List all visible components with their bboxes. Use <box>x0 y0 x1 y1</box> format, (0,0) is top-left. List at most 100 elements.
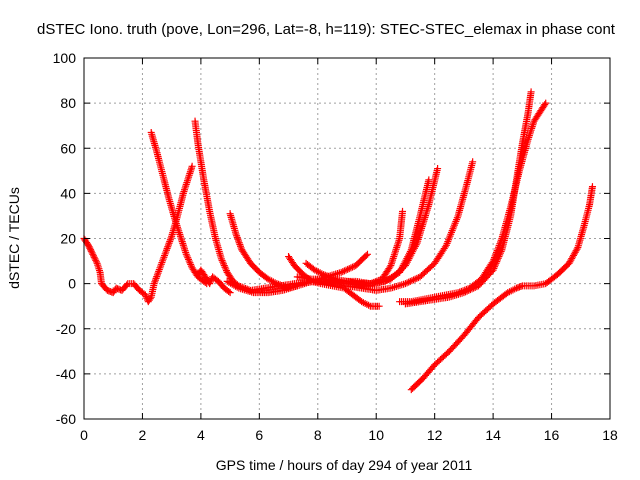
data-point <box>494 254 502 262</box>
data-point <box>406 277 414 285</box>
x-axis-label: GPS time / hours of day 294 of year 2011 <box>216 457 473 473</box>
data-point <box>206 278 214 286</box>
y-tick-label: -60 <box>56 411 76 427</box>
x-tick-label: 18 <box>602 427 618 443</box>
data-point <box>460 289 468 297</box>
data-point <box>470 284 478 292</box>
data-point <box>278 282 286 290</box>
x-tick-label: 10 <box>368 427 384 443</box>
data-point <box>91 255 99 263</box>
y-tick-label: 60 <box>60 140 76 156</box>
y-tick-label: 80 <box>60 95 76 111</box>
series-arc-13 <box>401 88 535 308</box>
data-point <box>217 255 225 263</box>
data-point <box>221 263 229 271</box>
data-point <box>410 276 418 284</box>
data-point <box>496 251 504 259</box>
y-tick-label: 0 <box>68 276 76 292</box>
data-points <box>80 88 596 394</box>
data-point <box>492 259 500 267</box>
data-point <box>273 280 281 288</box>
x-tick-label: 12 <box>427 427 443 443</box>
data-point <box>275 280 283 288</box>
data-point <box>92 256 100 264</box>
data-point <box>88 249 96 257</box>
data-point <box>339 268 347 276</box>
data-point <box>401 280 409 288</box>
chart-title: dSTEC Iono. truth (pove, Lon=296, Lat=-8… <box>37 21 616 38</box>
data-point <box>347 264 355 272</box>
data-point <box>90 253 98 261</box>
data-point <box>408 277 416 285</box>
data-point <box>363 250 371 258</box>
data-point <box>123 281 131 289</box>
data-point <box>490 264 498 272</box>
data-point <box>184 255 192 263</box>
data-point <box>226 289 234 297</box>
data-point <box>206 280 214 288</box>
data-point <box>222 265 230 273</box>
data-point <box>399 207 407 215</box>
y-tick-label: -40 <box>56 366 76 382</box>
data-point <box>345 265 353 273</box>
grid <box>84 58 610 419</box>
data-point <box>405 278 413 286</box>
ticks: 0 2 4 6 8 10 12 14 16 18 -60 -40 -20 0 20 40 60 80 100 <box>53 50 618 443</box>
series-arc-4 <box>194 266 234 297</box>
series-arc-1 <box>80 162 196 306</box>
data-point <box>425 176 433 184</box>
y-tick-label: 100 <box>53 50 77 66</box>
data-point <box>276 281 284 289</box>
data-point <box>188 162 196 170</box>
data-point <box>375 302 383 310</box>
data-point <box>489 266 497 274</box>
data-point <box>340 267 348 275</box>
data-point <box>222 267 230 275</box>
data-point <box>493 256 501 264</box>
data-point <box>434 165 442 173</box>
x-tick-label: 6 <box>255 427 263 443</box>
data-point <box>87 246 95 254</box>
data-point <box>337 268 345 276</box>
x-tick-label: 16 <box>544 427 560 443</box>
data-point <box>85 243 93 251</box>
x-tick-label: 0 <box>80 427 88 443</box>
data-point <box>342 266 350 274</box>
data-point <box>465 286 473 294</box>
data-point <box>344 265 352 273</box>
data-point <box>220 260 228 268</box>
data-point <box>184 254 192 262</box>
data-point <box>468 285 476 293</box>
series-arc-14 <box>407 183 596 394</box>
data-point <box>225 288 233 296</box>
data-point <box>84 241 92 249</box>
data-point <box>187 260 195 268</box>
data-point <box>541 101 549 109</box>
data-point <box>89 250 97 258</box>
data-point <box>573 245 581 253</box>
data-point <box>462 288 470 296</box>
data-point <box>527 88 535 96</box>
data-point <box>495 253 503 261</box>
data-point <box>493 258 501 266</box>
data-point <box>491 263 499 271</box>
data-point <box>185 257 193 265</box>
y-tick-label: -20 <box>56 321 76 337</box>
data-point <box>146 295 154 303</box>
data-point <box>141 291 149 299</box>
data-point <box>466 286 474 294</box>
data-point <box>362 252 370 260</box>
data-point <box>182 250 190 258</box>
data-point <box>403 279 411 287</box>
series-arc-10 <box>314 165 442 288</box>
data-point <box>220 262 228 270</box>
data-point <box>497 247 505 255</box>
data-point <box>87 247 95 255</box>
data-point <box>496 249 504 257</box>
data-point <box>86 244 94 252</box>
series-arc-5 <box>226 210 301 292</box>
series-arc-11 <box>343 158 477 294</box>
data-point <box>183 252 191 260</box>
data-point <box>411 275 419 283</box>
